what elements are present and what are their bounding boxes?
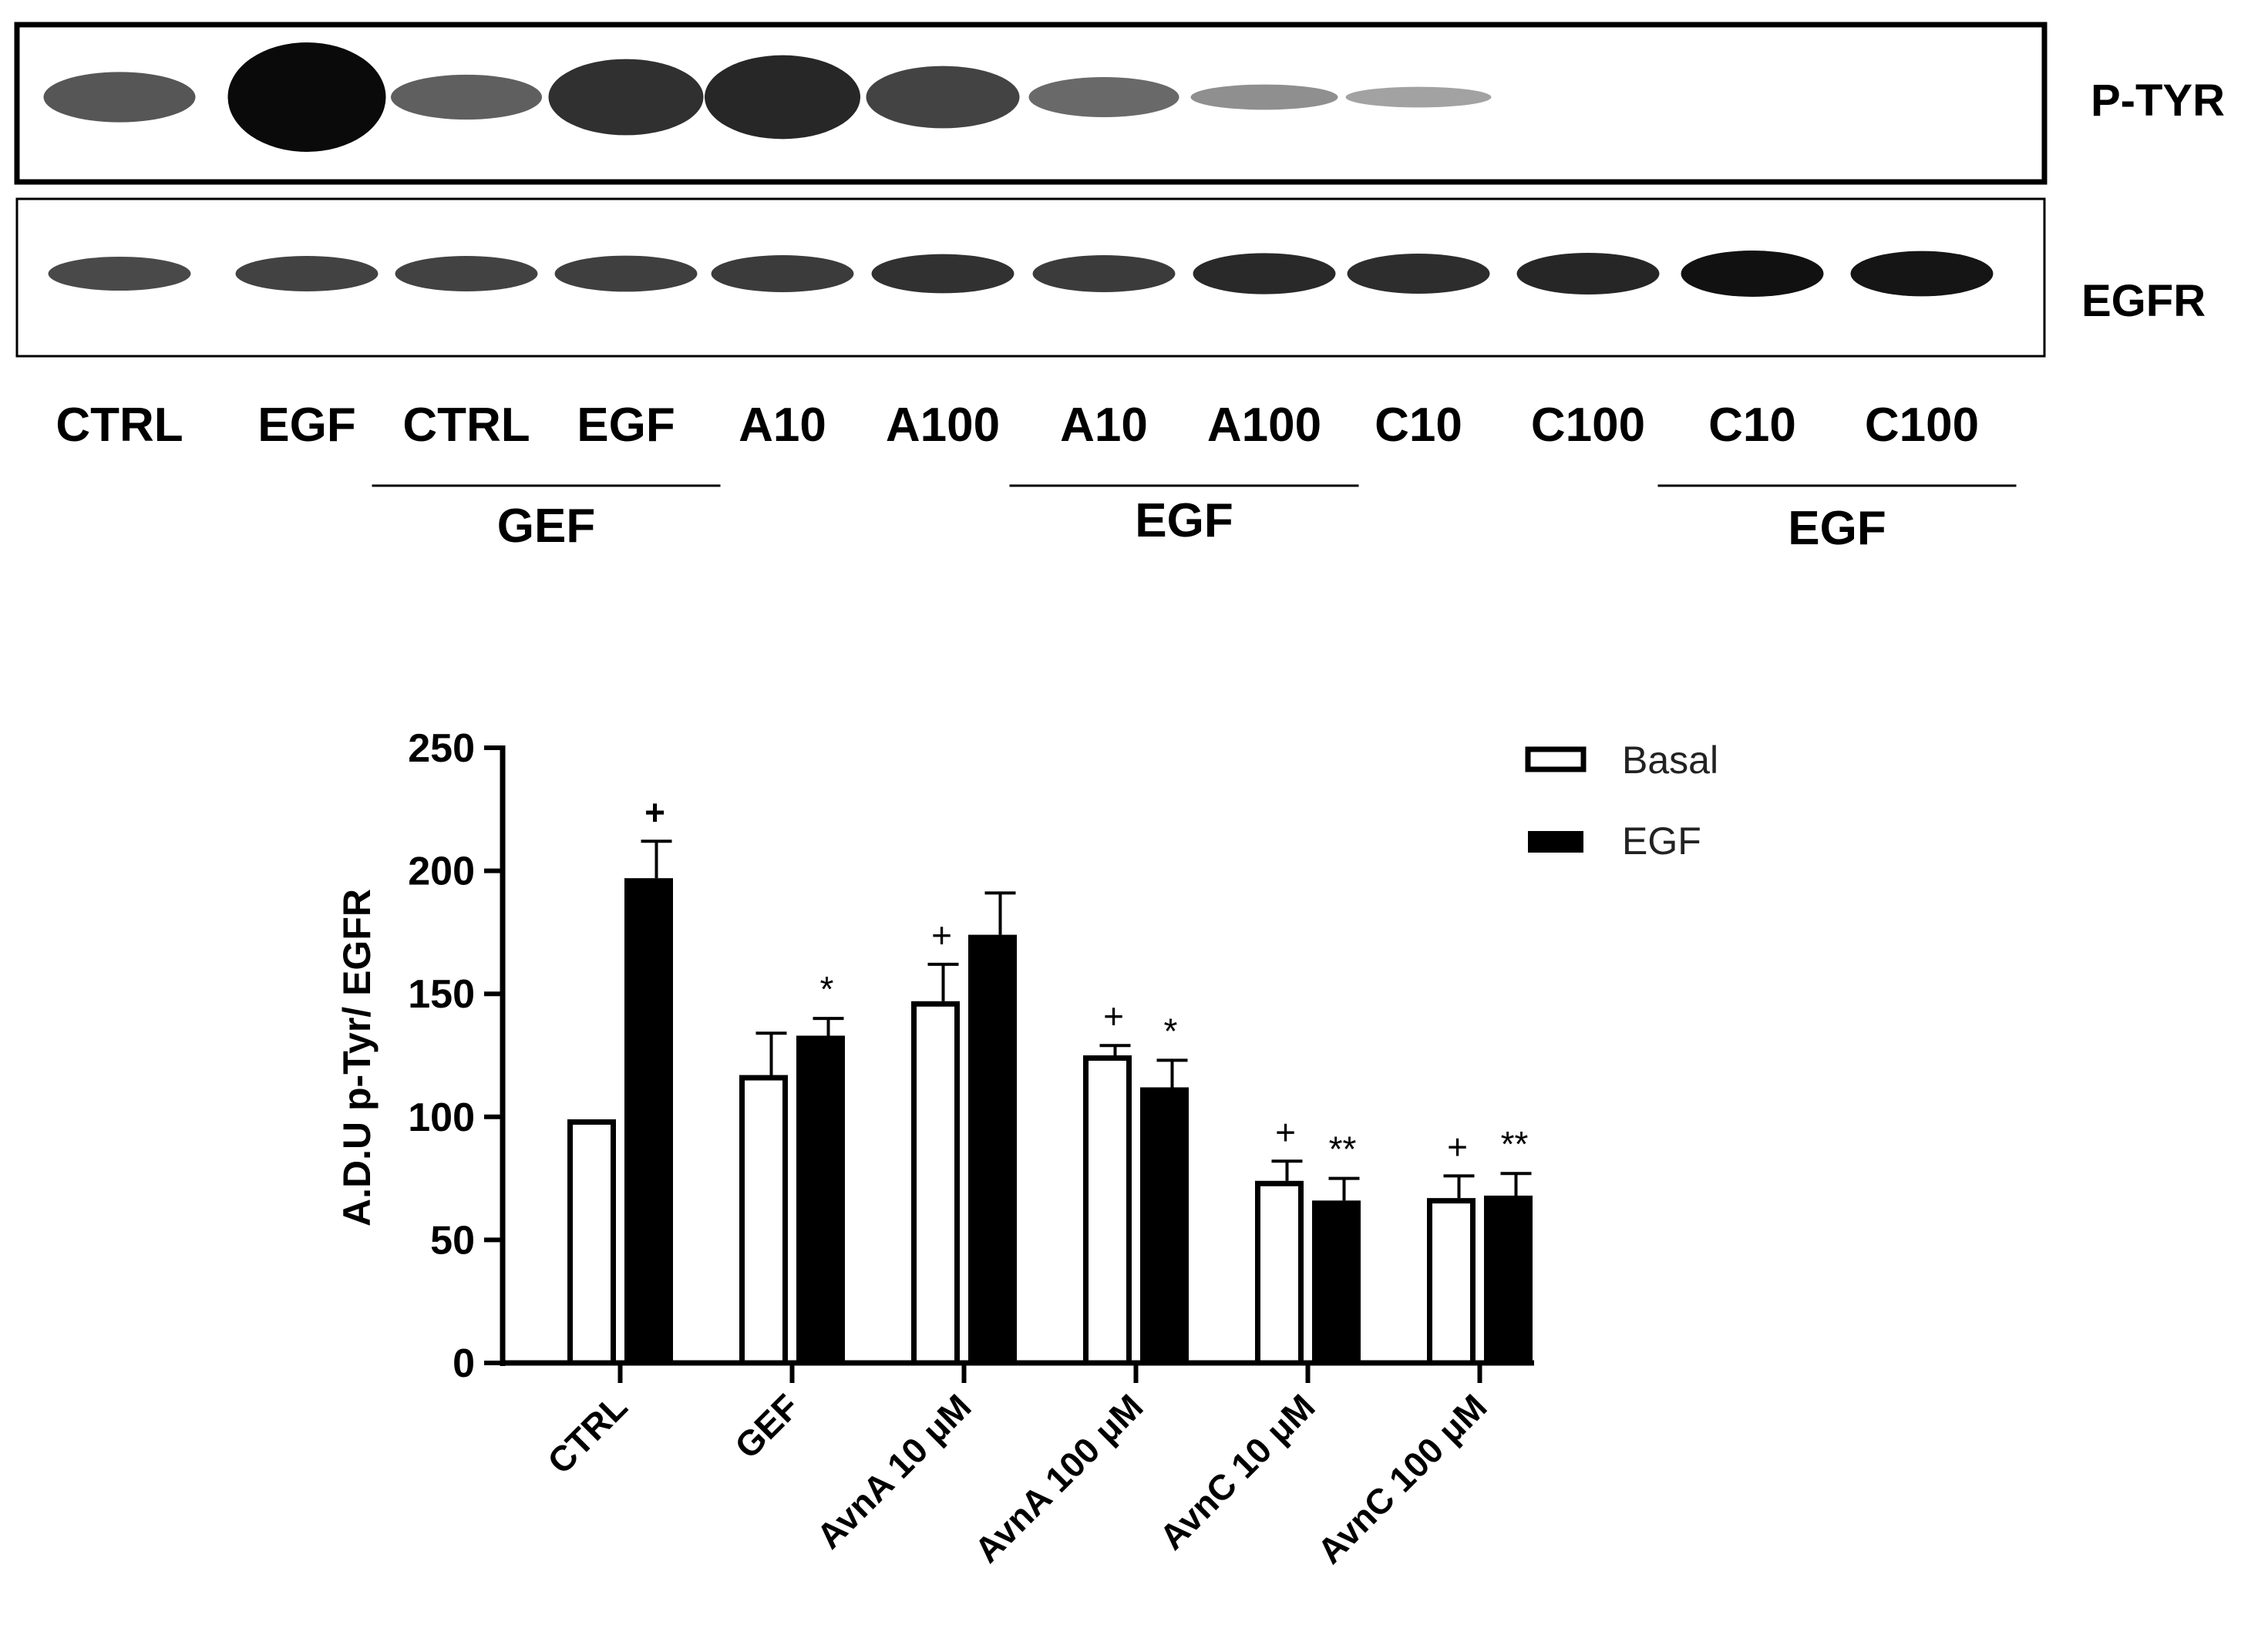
- lane-label: A100: [1207, 399, 1321, 452]
- bars: + * + + * + ** + **: [567, 792, 1533, 1366]
- western-blot: P-TYR EGFR CTRL EGF CTRL EGF A10 A100 A10 A100 C…: [14, 22, 2225, 555]
- ptyr-band: [866, 66, 1020, 129]
- x-tick-label: AvnA 100 μM: [967, 1386, 1151, 1570]
- significance-label: *: [1164, 1011, 1178, 1051]
- egfr-row-label: EGFR: [2081, 276, 2206, 326]
- significance-label: **: [1501, 1124, 1529, 1164]
- bar-egf: [624, 878, 673, 1363]
- ptyr-band: [227, 42, 386, 152]
- egfr-band: [871, 254, 1015, 294]
- lane-label: C100: [1865, 399, 1979, 452]
- x-tick-label: AvnC 100 μM: [1310, 1386, 1495, 1571]
- y-tick-label: 250: [408, 726, 475, 771]
- group-label: EGF: [1788, 502, 1886, 555]
- egfr-band: [1347, 254, 1490, 294]
- significance-label: +: [1447, 1126, 1468, 1166]
- significance-label: *: [820, 969, 834, 1009]
- ptyr-bands: [43, 42, 1492, 152]
- significance-label: +: [644, 792, 665, 832]
- x-tick-label: GEF: [727, 1386, 807, 1466]
- y-tick-label: 0: [453, 1341, 475, 1386]
- egfr-band: [48, 257, 191, 291]
- x-tick-label: AvnA 10 μM: [809, 1386, 979, 1556]
- ptyr-band: [391, 74, 542, 120]
- legend-label-basal: Basal: [1622, 739, 1718, 782]
- group-label: EGF: [1135, 494, 1233, 547]
- lane-label: A10: [739, 399, 826, 452]
- legend-swatch-egf: [1528, 831, 1583, 853]
- bar-egf: [1140, 1087, 1189, 1363]
- legend: Basal EGF: [1525, 739, 1718, 863]
- lane-label: EGF: [257, 399, 355, 452]
- bar-basal: [1083, 1055, 1132, 1366]
- bar-egf: [796, 1035, 845, 1363]
- egfr-band: [711, 255, 854, 292]
- egfr-band: [1193, 253, 1336, 294]
- y-tick-label: 200: [408, 850, 475, 894]
- y-tick-label: 50: [430, 1218, 475, 1263]
- significance-label: **: [1329, 1129, 1357, 1169]
- x-tick-label: CTRL: [540, 1386, 634, 1481]
- lane-label: CTRL: [56, 399, 183, 452]
- bar-basal: [911, 1001, 960, 1366]
- egfr-band: [395, 256, 538, 291]
- ptyr-row-label: P-TYR: [2091, 76, 2225, 126]
- ptyr-band: [1190, 84, 1338, 110]
- egfr-band: [1681, 251, 1824, 297]
- bar-egf: [1312, 1200, 1361, 1363]
- egfr-bands: [48, 251, 1994, 297]
- significance-label: +: [1103, 996, 1124, 1036]
- bar-egf: [1484, 1195, 1533, 1363]
- y-axis: 0 50 100 150 200 250: [408, 726, 506, 1386]
- lane-label: EGF: [577, 399, 675, 452]
- ptyr-band: [1028, 77, 1179, 117]
- bar-egf: [968, 934, 1017, 1363]
- bar-basal: [1255, 1180, 1304, 1366]
- lane-label: C10: [1375, 399, 1462, 452]
- egfr-band: [1032, 255, 1176, 292]
- ptyr-band: [705, 55, 860, 140]
- y-tick-label: 150: [408, 972, 475, 1017]
- lane-label: C10: [1708, 399, 1796, 452]
- bar-basal: [567, 1119, 616, 1366]
- lane-labels: CTRL EGF CTRL EGF A10 A100 A10 A100 C10 C100 C10 C1…: [56, 399, 1979, 452]
- ptyr-band: [43, 72, 196, 123]
- x-tick-label: AvnC 10 μM: [1152, 1386, 1323, 1557]
- y-tick-label: 100: [408, 1095, 475, 1140]
- ptyr-band: [1345, 86, 1492, 108]
- lane-label: C100: [1531, 399, 1645, 452]
- ptyr-band: [548, 59, 704, 136]
- bar-basal: [739, 1075, 788, 1366]
- group-brackets: GEF EGF EGF: [372, 484, 2017, 555]
- bar-basal: [1427, 1198, 1476, 1366]
- lane-label: CTRL: [402, 399, 530, 452]
- legend-swatch-basal: [1525, 746, 1587, 772]
- significance-label: +: [931, 915, 952, 955]
- egfr-band: [1516, 253, 1660, 294]
- lane-label: A10: [1060, 399, 1148, 452]
- group-label: GEF: [497, 500, 595, 553]
- lane-label: A100: [886, 399, 1000, 452]
- egfr-band: [235, 256, 379, 291]
- y-axis-title: A.D.U p-Tyr/ EGFR: [335, 889, 379, 1226]
- legend-label-egf: EGF: [1622, 819, 1701, 863]
- egfr-band: [1850, 251, 1994, 297]
- significance-label: +: [1275, 1112, 1296, 1152]
- egfr-band: [554, 255, 698, 292]
